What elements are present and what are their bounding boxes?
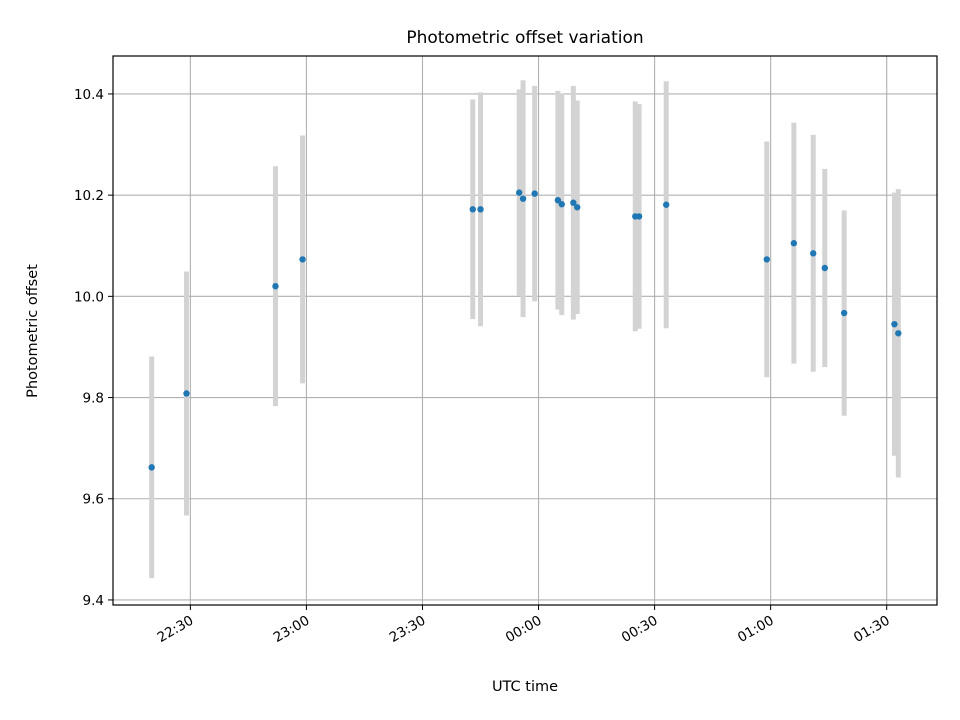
data-point [821, 264, 829, 272]
x-tick-label: 01:30 [851, 613, 893, 646]
x-tick-label: 00:30 [619, 613, 661, 646]
data-points [148, 189, 902, 471]
data-point [299, 256, 306, 263]
y-tick-label: 10.2 [74, 188, 104, 204]
y-axis-ticks: 9.4 9.6 9.8 10.0 10.2 10.4 [74, 87, 113, 609]
x-axis-ticks: 22:30 23:00 23:30 00:00 00:30 01:00 01:30 [155, 605, 893, 646]
data-point [810, 250, 817, 257]
x-tick-label: 01:00 [735, 613, 777, 646]
data-point [554, 197, 562, 204]
y-tick-label: 9.6 [83, 492, 104, 508]
y-tick-label: 10.4 [74, 87, 104, 103]
plot-frame [112, 55, 938, 606]
data-point [531, 190, 538, 197]
data-point [477, 206, 484, 213]
data-point [840, 309, 848, 317]
data-point [663, 201, 670, 208]
data-point [635, 213, 643, 220]
x-tick-label: 22:30 [155, 613, 197, 646]
error-bars [149, 80, 901, 579]
x-tick-label: 00:00 [503, 613, 545, 646]
y-axis-title: Photometric offset [25, 264, 41, 398]
data-point [183, 390, 190, 397]
x-tick-label: 23:00 [271, 613, 313, 646]
data-point [790, 240, 798, 247]
y-tick-label: 9.4 [83, 593, 104, 609]
x-tick-label: 23:30 [387, 613, 429, 646]
data-point [891, 320, 898, 328]
chart-title: Photometric offset variation [406, 28, 643, 48]
y-tick-label: 10.0 [74, 289, 104, 305]
data-point [515, 189, 523, 196]
data-point [148, 464, 155, 471]
data-point [570, 199, 577, 206]
data-point [895, 330, 902, 337]
data-point [469, 206, 476, 213]
data-point [574, 204, 581, 211]
data-point [558, 201, 565, 208]
data-point [519, 195, 527, 202]
data-point [763, 256, 770, 263]
y-tick-label: 9.8 [83, 391, 104, 407]
x-axis-title: UTC time [492, 679, 558, 695]
data-point [272, 283, 279, 290]
